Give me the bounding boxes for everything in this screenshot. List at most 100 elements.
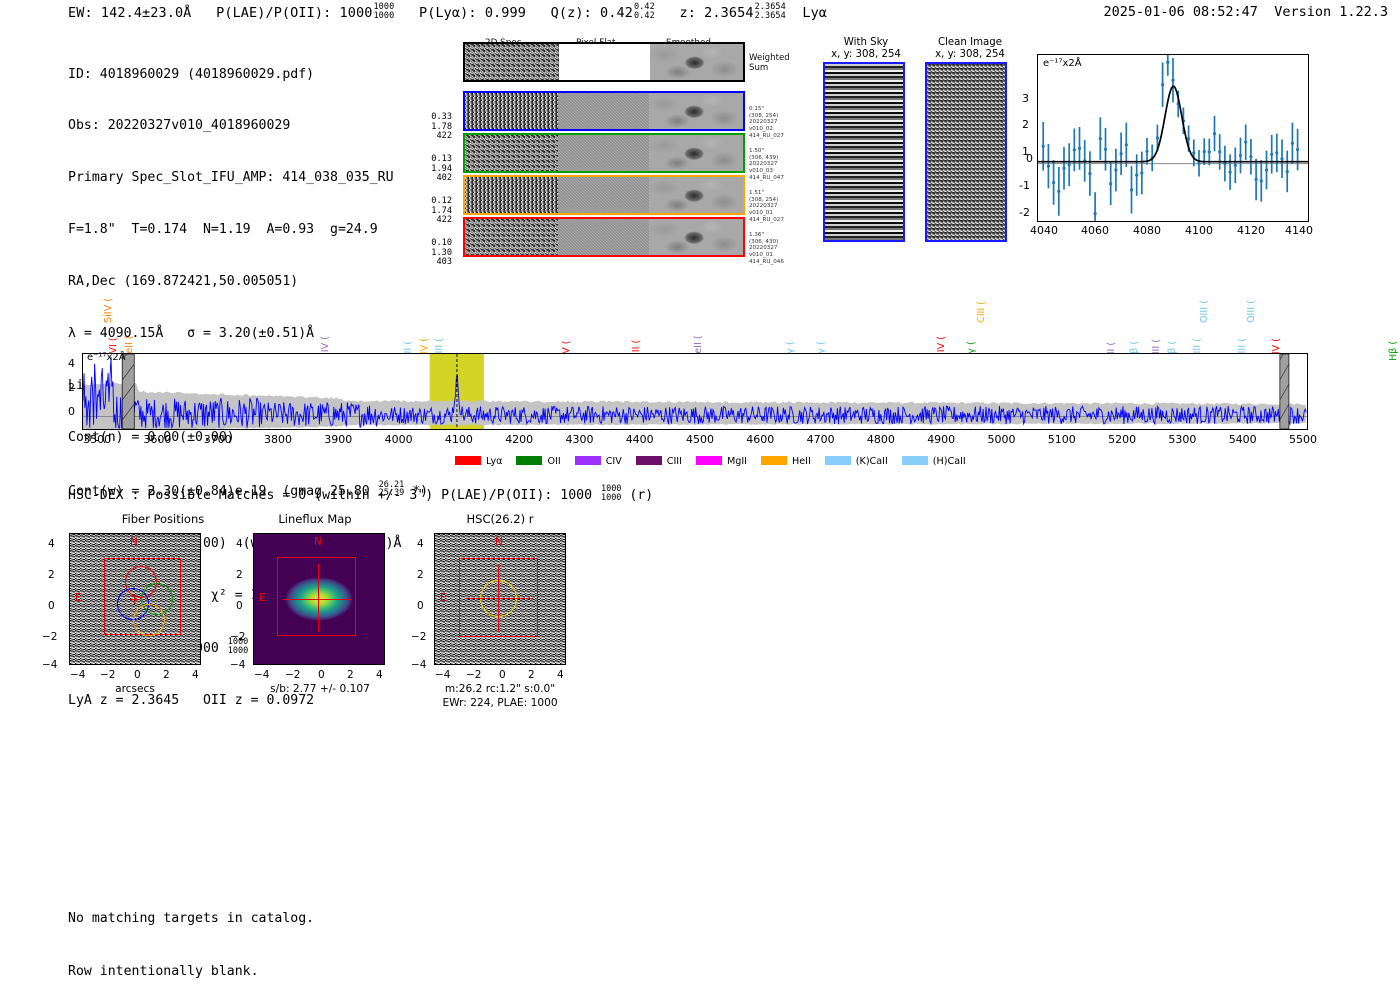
zoom-line-plot: e⁻¹⁷x2Å (1037, 54, 1309, 222)
withsky-title: With Sky x, y: 308, 254 (831, 37, 901, 60)
hsc-ytick-neg4: −4 (411, 659, 427, 671)
info-params: F=1.8" T=0.174 N=1.19 A=0.93 g=24.9 (68, 222, 378, 238)
zoom-xtick-4040: 4040 (1030, 224, 1058, 237)
hsc-ytick-4: 4 (417, 538, 424, 550)
fiber-ytick-neg4: −4 (42, 659, 58, 671)
hsc-xtick-2: 2 (528, 669, 535, 681)
spectrum-legend: Lyα OII CIV CIII MgII HeII (K)CaII (H)CaII (455, 456, 980, 467)
montage-row-1-meta: 0.15" (308, 254) 20220327 v010_02 414_RU_027 (749, 106, 784, 139)
legend-item-OII: OII (516, 456, 561, 467)
fiber-compass-n: N (130, 536, 138, 548)
full-spectrum-plot: e⁻¹⁷x2Å (82, 352, 1308, 430)
legend-swatch (824, 456, 851, 465)
legend-item-CIII: CIII (635, 456, 682, 467)
legend-label: OII (547, 456, 561, 467)
fs-xtick-3600: 3600 (143, 433, 172, 446)
lineflux-ytick-2: 2 (236, 569, 243, 581)
hsc-r-image: N E (434, 533, 566, 665)
cell-smoothed (649, 135, 743, 171)
fs-xtick-4100: 4100 (444, 433, 473, 446)
fs-xtick-4900: 4900 (927, 433, 956, 446)
fs-xtick-3900: 3900 (324, 433, 353, 446)
cleanimage-title: Clean Image x, y: 308, 254 (935, 37, 1005, 60)
montage-row-4-meta: 1.36" (306, 430) 20220327 v010_01 414_RU_046 (749, 232, 784, 265)
legend-swatch (695, 456, 722, 465)
legend-label: CIV (605, 456, 622, 467)
montage-row-4 (463, 217, 745, 257)
timestamp: 2025-01-06 08:52:47 (1103, 4, 1258, 20)
zoom-ytick-3: 3 (1022, 92, 1029, 105)
lineflux-compass-n: N (314, 536, 322, 548)
cell-pixelflat (558, 219, 649, 255)
header-line-name: Lyα (802, 5, 828, 22)
lineflux-xtick-4: 4 (376, 669, 383, 681)
fs-xtick-4200: 4200 (505, 433, 534, 446)
lineflux-crosshair-h (283, 599, 351, 601)
fs-xtick-4400: 4400 (625, 433, 654, 446)
montage-row-weighted-sum (463, 42, 745, 82)
lineflux-xtick-2: 2 (347, 669, 354, 681)
fiber-circle-orange (133, 604, 165, 636)
fs-ytick-0: 0 (68, 405, 75, 418)
info-redshifts: LyA z = 2.3645 OII z = 0.0972 (68, 693, 315, 709)
legend-label: CIII (666, 456, 682, 467)
lineflux-ytick-4: 4 (236, 538, 243, 550)
zoom-xtick-4100: 4100 (1185, 224, 1213, 237)
fs-xtick-3500: 3500 (83, 433, 112, 446)
hsc-xtick-4: 4 (557, 669, 564, 681)
fiber-xtick-neg4: −4 (70, 669, 86, 681)
fs-xtick-3800: 3800 (264, 433, 292, 446)
info-primary-spec: Primary Spec_Slot_IFU_AMP: 414_038_035_R… (68, 170, 394, 186)
fs-xtick-4000: 4000 (384, 433, 413, 446)
lineflux-fov-box (277, 557, 356, 636)
legend-swatch (455, 456, 481, 465)
info-gmag-range: 26.21 25.39 (378, 479, 405, 499)
fiber-xtick-4: 4 (192, 669, 199, 681)
legend-label: (K)CaII (855, 456, 888, 467)
montage-row-2-meta: 1.50" (306, 439) 20220327 v010_03 414_RU_047 (749, 148, 784, 181)
fs-xtick-5300: 5300 (1168, 433, 1197, 446)
hsc-compass-n: N (495, 536, 503, 548)
zoom-ytick-2: 2 (1022, 118, 1029, 131)
lineflux-xtick-0: 0 (318, 669, 325, 681)
header-qz-range: 0.42 0.42 (633, 2, 655, 21)
cell-2dspec (465, 177, 558, 213)
montage-row-3-stats: 0.12 1.74 422 (431, 196, 452, 226)
info-id: ID: 4018960029 (4018960029.pdf) (68, 66, 315, 82)
header-z-label: z: 2.3654 (679, 5, 754, 22)
hscdex-line-pre: HSC-DEX : Possible Matches = 0 (within +… (68, 488, 600, 504)
montage-row-3-meta: 1.51" (308, 254) 20220327 v010_01 414_RU_027 (749, 190, 784, 223)
cell-smoothed (649, 93, 743, 129)
fs-xtick-5400: 5400 (1228, 433, 1257, 446)
montage-row-1-stats: 0.33 1.78 422 (431, 112, 452, 142)
header-qz-label: Q(z): 0.42 (550, 5, 633, 22)
fs-xtick-5500: 5500 (1289, 433, 1317, 446)
lineflux-compass-e: E (259, 592, 266, 604)
legend-swatch (761, 456, 787, 465)
legend-swatch (635, 456, 662, 465)
fiber-positions-image: N E (69, 533, 201, 665)
montage-row-2-stats: 0.13 1.94 402 (431, 154, 452, 184)
info-lambda-sigma: λ = 4090.15Å σ = 3.20(±0.51)Å (68, 326, 315, 342)
cell-2dspec (465, 219, 558, 255)
panel-title-lineflux-map: Lineflux Map (278, 512, 352, 526)
fs-xtick-5000: 5000 (987, 433, 1016, 446)
cell-smoothed (649, 177, 743, 213)
zoom-ytick-neg1: -1 (1019, 179, 1030, 192)
zoom-ytick-neg2: -2 (1019, 206, 1030, 219)
fiber-xtick-0: 0 (134, 669, 141, 681)
line-label-OIII-22: OIII ( (1245, 300, 1257, 323)
info-cont-w: Cont(w) = 2.30(±0.84)e-19 (gmag 25.80 26… (68, 481, 428, 500)
fiber-ytick-neg2: −2 (42, 631, 58, 643)
hscdex-line-post: (r) (621, 488, 654, 504)
fiber-compass-e: E (75, 592, 82, 604)
fs-ytick-2: 2 (68, 381, 75, 394)
info-cont-n: Cont(n) = 0.00(±0.00) (68, 429, 235, 445)
zoom-plot-units: e⁻¹⁷x2Å (1043, 58, 1082, 69)
legend-item-HCaII: (H)CaII (901, 456, 966, 467)
cell-pixelflat (558, 135, 649, 171)
header-timestamp-version: 2025-01-06 08:52:47 Version 1.22.3 (1104, 4, 1389, 20)
header-plya: P(Lyα): 0.999 (419, 5, 526, 22)
fs-xtick-5200: 5200 (1108, 433, 1137, 446)
fiber-ytick-2: 2 (48, 569, 55, 581)
